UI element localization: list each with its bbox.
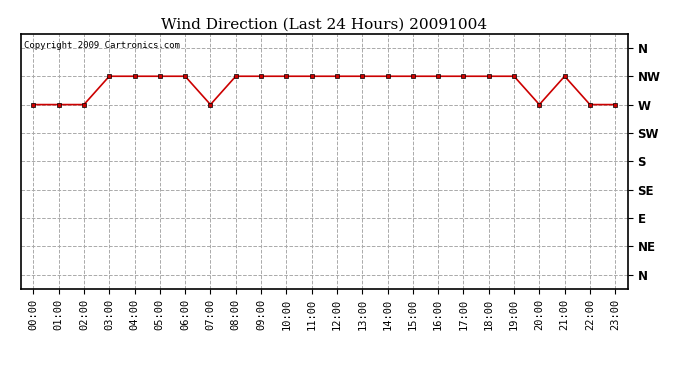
Title: Wind Direction (Last 24 Hours) 20091004: Wind Direction (Last 24 Hours) 20091004 xyxy=(161,17,487,31)
Text: Copyright 2009 Cartronics.com: Copyright 2009 Cartronics.com xyxy=(23,41,179,50)
